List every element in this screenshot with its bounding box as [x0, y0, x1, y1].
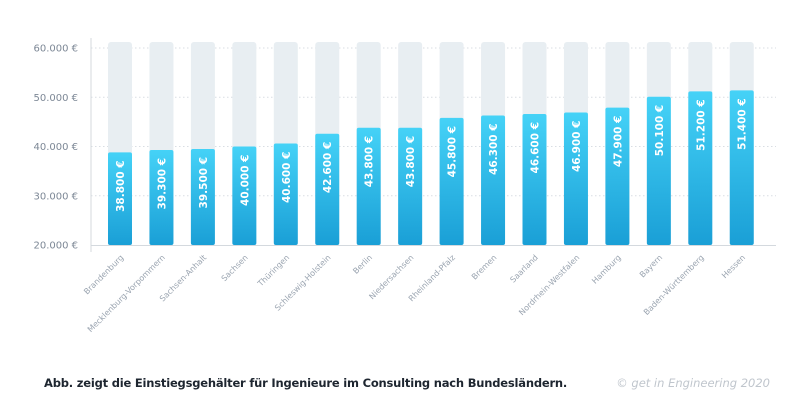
bar-value-label: 40.600 € [281, 152, 293, 203]
bar [149, 149, 174, 245]
bar-value-label: 45.800 € [447, 126, 459, 177]
y-tick-label: 30.000 € [33, 191, 78, 202]
bar [605, 107, 630, 245]
x-tick-label: Bremen [470, 253, 499, 282]
bar [481, 115, 506, 245]
bar [315, 133, 340, 245]
x-tick-label: Hamburg [590, 253, 623, 286]
bars: 38.800 € 39.300 € 39.500 € 40.000 € 40.600 €… [108, 42, 754, 246]
bar-value-label: 46.300 € [488, 123, 500, 174]
bar-value-label: 46.600 € [530, 122, 542, 173]
bar [729, 90, 754, 245]
x-tick-label: Thüringen [255, 253, 291, 289]
y-tick-label: 40.000 € [33, 142, 78, 153]
copyright-credit: © get in Engineering 2020 [616, 376, 770, 390]
bar [522, 113, 547, 246]
bar [232, 146, 257, 245]
bar [273, 143, 298, 245]
x-tick-label: Brandenburg [82, 253, 125, 296]
x-tick-label: Sachsen [220, 253, 250, 283]
y-axis: 20.000 € 30.000 € 40.000 € 50.000 € 60.000 € [33, 38, 776, 252]
y-tick-label: 50.000 € [33, 93, 78, 104]
bar [563, 112, 588, 245]
x-tick-label: Mecklenburg-Vorpommern [86, 253, 167, 334]
bar-value-label: 50.100 € [654, 105, 666, 156]
x-tick-label: Berlin [351, 253, 374, 276]
bar-value-label: 43.800 € [364, 136, 376, 187]
bar-value-label: 39.300 € [156, 158, 168, 209]
bar [190, 148, 215, 245]
bar [439, 117, 464, 245]
bar-value-label: 39.500 € [198, 157, 210, 208]
bar-value-label: 46.900 € [571, 121, 583, 172]
bar-value-label: 43.800 € [405, 136, 417, 187]
x-tick-label: Hessen [720, 253, 747, 280]
bar-value-label: 51.200 € [695, 99, 707, 150]
bar [688, 91, 713, 245]
y-tick-label: 60.000 € [33, 44, 78, 55]
bar-value-label: 40.000 € [239, 155, 251, 206]
x-tick-label: Bayern [638, 253, 664, 279]
y-tick-label: 20.000 € [33, 241, 78, 252]
bar-value-label: 38.800 € [115, 160, 127, 211]
bar [646, 96, 671, 245]
bar-value-label: 47.900 € [612, 116, 624, 167]
bar [356, 127, 381, 245]
x-tick-label: Saarland [508, 253, 539, 284]
bar-value-label: 51.400 € [737, 98, 749, 149]
bar [108, 152, 132, 245]
bar-value-label: 42.600 € [322, 142, 334, 193]
bar [398, 127, 423, 245]
figure-caption: Abb. zeigt die Einstiegsgehälter für Ing… [44, 376, 568, 390]
bar-chart: 20.000 € 30.000 € 40.000 € 50.000 € 60.000 €… [33, 38, 776, 334]
